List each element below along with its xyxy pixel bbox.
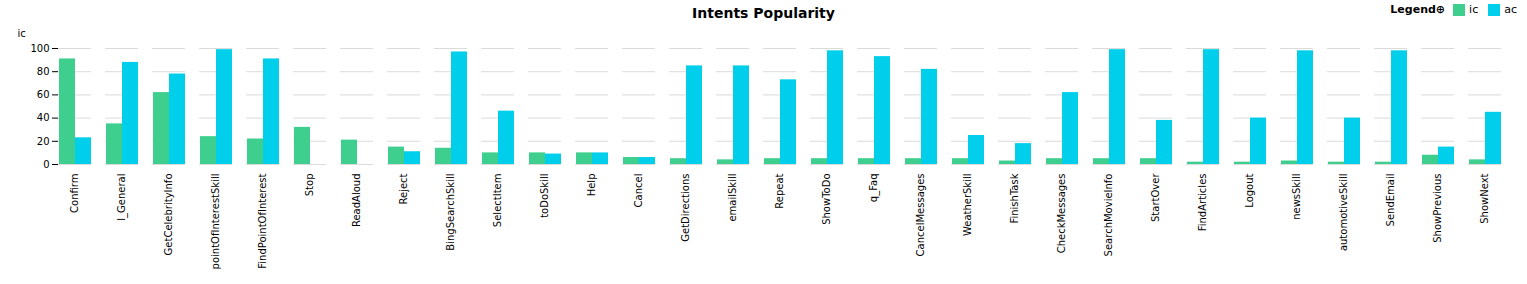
svg-text:Help: Help [586, 174, 597, 197]
svg-text:100: 100 [30, 43, 49, 54]
svg-text:ReadAloud: ReadAloud [351, 174, 362, 228]
svg-text:l_General: l_General [116, 174, 128, 221]
svg-text:newsSkill: newsSkill [1291, 174, 1302, 220]
svg-text:Cancel: Cancel [633, 174, 644, 208]
svg-text:ShowToDo: ShowToDo [821, 174, 832, 225]
svg-text:Reject: Reject [398, 173, 409, 204]
svg-text:FindPointOfInterest: FindPointOfInterest [257, 173, 268, 268]
html-text:ac: ac [1504, 3, 1517, 16]
svg-text:StartOver: StartOver [1150, 173, 1161, 222]
svg-text:q_Faq: q_Faq [868, 174, 880, 203]
svg-text:pointOfInterestSkill: pointOfInterestSkill [210, 174, 221, 270]
svg-text:CancelMessages: CancelMessages [915, 174, 926, 257]
html-text:Intents Popularity: Intents Popularity [692, 5, 835, 21]
svg-text:ShowNext: ShowNext [1479, 173, 1490, 223]
svg-text:ic: ic [18, 28, 26, 39]
svg-text:40: 40 [37, 112, 50, 123]
svg-text:BingSearchSkill: BingSearchSkill [445, 174, 456, 251]
svg-text:toDoSkill: toDoSkill [539, 174, 550, 218]
svg-text:Repeat: Repeat [774, 173, 785, 208]
svg-text:20: 20 [37, 136, 50, 147]
svg-text:FindArticles: FindArticles [1197, 174, 1208, 232]
svg-text:0: 0 [43, 159, 49, 170]
svg-text:Stop: Stop [304, 174, 315, 197]
svg-text:Confirm: Confirm [69, 174, 80, 213]
svg-text:Logout: Logout [1244, 173, 1255, 207]
svg-text:FinishTask: FinishTask [1009, 173, 1020, 223]
html-text:ic: ic [1469, 3, 1479, 16]
svg-text:ShowPrevious: ShowPrevious [1432, 174, 1443, 243]
svg-text:60: 60 [37, 89, 50, 100]
html-text:Legend⊕: Legend⊕ [1390, 3, 1446, 16]
svg-text:WeatherSkill: WeatherSkill [962, 174, 973, 237]
svg-text:SendEmail: SendEmail [1385, 174, 1396, 227]
svg-text:automotiveSkill: automotiveSkill [1338, 174, 1349, 252]
svg-text:emailSkill: emailSkill [727, 174, 738, 222]
svg-text:80: 80 [37, 66, 50, 77]
svg-text:GetDirections: GetDirections [680, 174, 691, 242]
svg-text:CheckMessages: CheckMessages [1056, 174, 1067, 254]
svg-text:SelectItem: SelectItem [492, 174, 503, 228]
svg-text:SearchMovieInfo: SearchMovieInfo [1103, 174, 1114, 257]
svg-text:GetCelebrityInfo: GetCelebrityInfo [163, 174, 174, 256]
